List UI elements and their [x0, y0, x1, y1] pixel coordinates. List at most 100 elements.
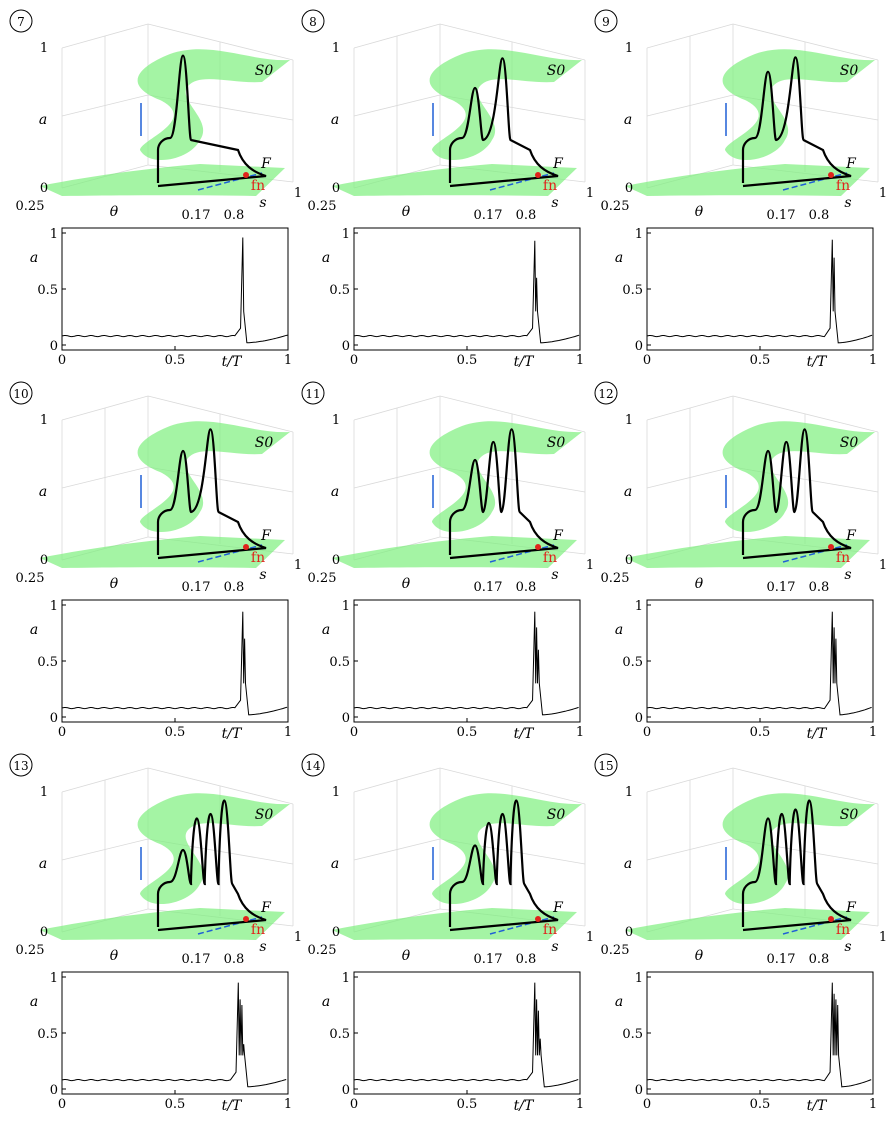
theta-tick-0: 0.25	[308, 199, 337, 214]
fn-label: fn	[836, 922, 850, 938]
panel-number: 9	[602, 15, 610, 29]
y-tick-label: 1	[342, 227, 350, 242]
x-tick-label: 1	[869, 725, 877, 740]
view3d: 1 0 a 0.25 0.17 θ 0.8 1 s S0 Ffn	[16, 767, 302, 967]
fold-curve-dashed	[197, 172, 263, 191]
fn-point	[535, 172, 541, 178]
fn-point	[535, 916, 541, 922]
view3d: 1 0 a 0.25 0.17 θ 0.8 1 s S0 Ffn	[601, 767, 887, 967]
timeseries: 00.510 0.5 1at/T	[30, 971, 292, 1114]
a-axis-label: a	[331, 484, 339, 500]
y-tick-label: 0	[50, 1083, 58, 1098]
trajectory-3d	[156, 54, 267, 188]
surface-label: S0	[840, 807, 859, 823]
x-tick-label: 0.5	[750, 1097, 771, 1112]
s-tick-0: 0.8	[809, 580, 830, 595]
theta-axis-label: θ	[695, 204, 704, 220]
view3d: 1 0 a 0.25 0.17 θ 0.8 1 s S0 Ffn	[308, 767, 594, 967]
s-tick-0: 0.8	[809, 208, 830, 223]
view3d: 1 0 a 0.25 0.17 θ 0.8 1 s S0 Ffn	[601, 395, 887, 595]
fold-curve-dashed	[782, 916, 848, 935]
timeseries: 00.510 0.5 1at/T	[615, 971, 877, 1114]
surface-label: S0	[255, 63, 274, 79]
fold-label: F	[552, 900, 564, 916]
fold-curve-dashed	[197, 544, 263, 563]
trajectory-3d	[156, 428, 267, 560]
a-tick-0: 0	[40, 925, 48, 940]
series-a-line	[646, 982, 872, 1088]
y-axis-label: a	[322, 250, 330, 266]
surface-label: S0	[547, 63, 566, 79]
s-axis-label: s	[259, 195, 266, 211]
x-tick-label: 1	[869, 353, 877, 368]
fn-point	[243, 916, 249, 922]
fn-point	[828, 916, 834, 922]
x-tick-label: 0.5	[457, 1097, 478, 1112]
theta-axis-label: θ	[110, 948, 119, 964]
grid-line	[732, 23, 879, 61]
s-tick-0: 0.8	[516, 952, 537, 967]
theta-axis-label: θ	[402, 204, 411, 220]
fn-label: fn	[836, 178, 850, 194]
x-tick-label: 1	[284, 353, 292, 368]
fold-curve-dashed	[489, 544, 555, 563]
trajectory-3d	[741, 56, 852, 188]
x-axis-label: t/T	[807, 354, 828, 370]
a-axis-label: a	[39, 112, 47, 128]
fn-label: fn	[251, 922, 265, 938]
plot-frame	[353, 599, 581, 723]
trajectory-3d	[448, 799, 559, 932]
surface-lower	[40, 536, 285, 568]
s-tick-0: 0.8	[809, 952, 830, 967]
y-tick-label: 0	[342, 711, 350, 726]
s-axis-label: s	[551, 939, 558, 955]
s-tick-1: 1	[879, 930, 887, 945]
fn-label: fn	[543, 178, 557, 194]
theta-axis-label: θ	[695, 576, 704, 592]
s-axis-label: s	[259, 939, 266, 955]
surface-lower	[625, 164, 870, 196]
fn-label: fn	[543, 922, 557, 938]
view3d: 1 0 a 0.25 0.17 θ 0.8 1 s S0 Ffn	[16, 395, 302, 595]
surface-upper	[429, 793, 582, 905]
panel-number-badge	[9, 381, 33, 405]
x-axis-label: t/T	[514, 354, 535, 370]
fold-curve-dashed	[489, 172, 555, 191]
fold-label: F	[845, 156, 857, 172]
x-tick-label: 1	[284, 725, 292, 740]
surface-lower	[40, 908, 285, 940]
panel-number: 14	[305, 759, 321, 773]
theta-tick-0: 0.25	[308, 943, 337, 958]
grid-line	[147, 767, 294, 805]
s-tick-0: 0.8	[516, 208, 537, 223]
s-tick-1: 1	[294, 930, 302, 945]
theta-axis-label: θ	[695, 948, 704, 964]
s-tick-0: 0.8	[224, 952, 245, 967]
panel-number: 7	[17, 15, 25, 29]
s-axis-label: s	[844, 939, 851, 955]
surface-upper	[722, 793, 875, 905]
surface-lower	[332, 164, 577, 196]
fn-point	[243, 544, 249, 550]
trajectory-3d	[448, 57, 559, 188]
surface-lower	[332, 536, 577, 568]
fold-curve-dashed	[489, 916, 555, 935]
fold-curve-dashed	[782, 544, 848, 563]
y-tick-label: 0	[50, 339, 58, 354]
x-axis-label: t/T	[222, 354, 243, 370]
x-tick-label: 1	[576, 1097, 584, 1112]
theta-axis-label: θ	[402, 576, 411, 592]
theta-tick-1: 0.17	[767, 580, 796, 595]
panel-number-badge	[9, 753, 33, 777]
panel-number: 11	[305, 387, 320, 401]
view3d: 1 0 a 0.25 0.17 θ 0.8 1 s S0 Ffn	[308, 395, 594, 595]
s-axis-label: s	[551, 567, 558, 583]
x-tick-label: 0.5	[457, 353, 478, 368]
series-a-line	[646, 611, 872, 716]
surface-label: S0	[255, 435, 274, 451]
grid-line	[732, 767, 879, 805]
grid-line	[439, 767, 586, 805]
x-tick-label: 1	[576, 353, 584, 368]
